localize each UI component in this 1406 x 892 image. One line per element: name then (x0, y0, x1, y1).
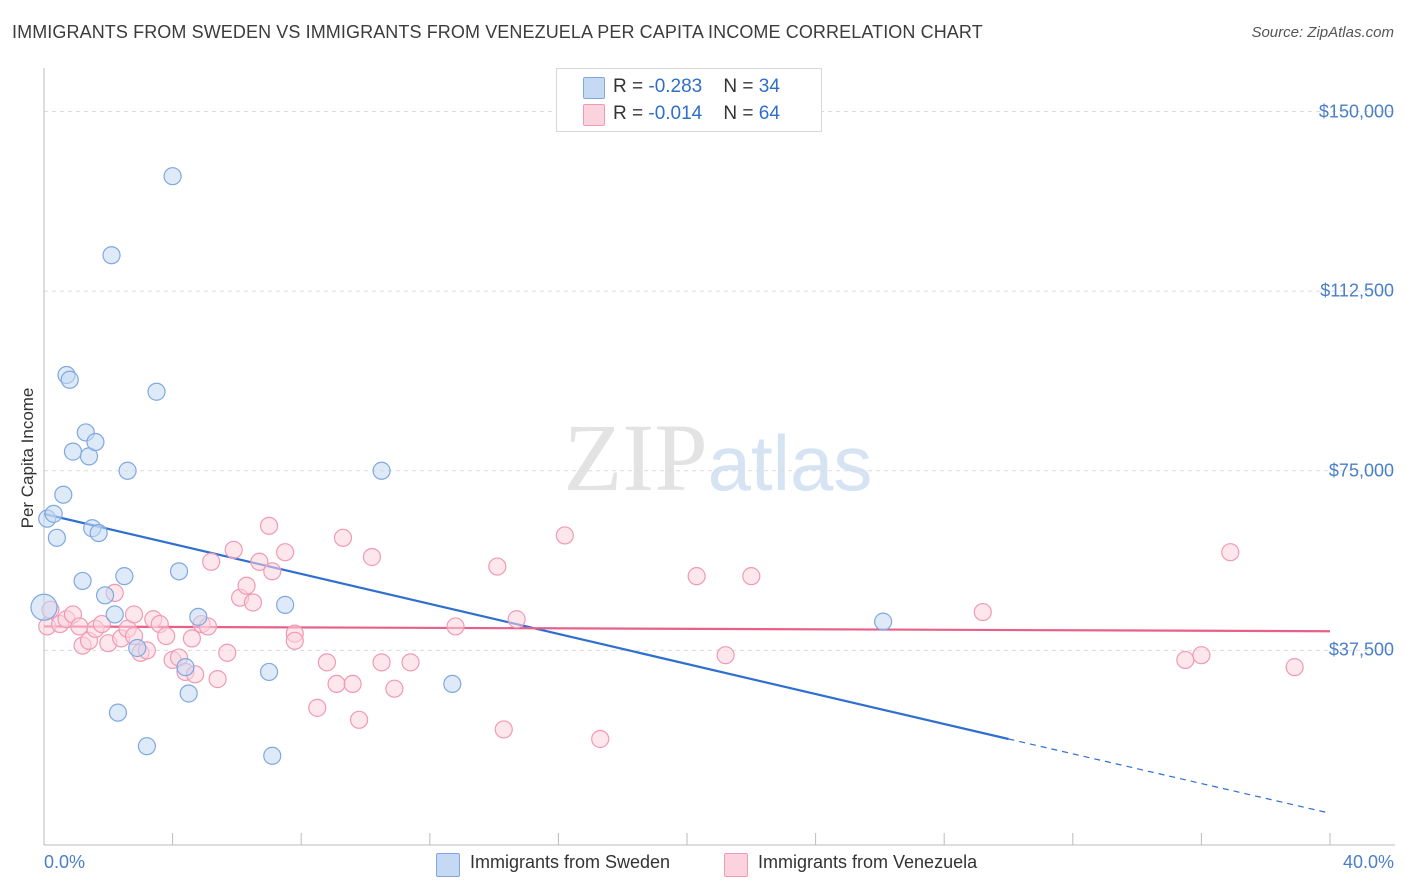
trend-line-1 (43, 625, 1331, 633)
sweden-point (102, 246, 121, 265)
sweden-point (47, 528, 66, 547)
venezuela-point (591, 729, 610, 749)
sweden-point (443, 674, 462, 694)
venezuela-point (124, 605, 144, 624)
sweden-point (95, 586, 115, 605)
venezuela-point (218, 643, 237, 662)
venezuela-point (349, 710, 369, 729)
venezuela-point (1285, 658, 1304, 677)
sweden-point (89, 523, 108, 543)
venezuela-point (157, 626, 176, 646)
sweden-r-value: -0.283 (648, 76, 703, 97)
trend-lines (43, 512, 1331, 814)
chart-title: IMMIGRANTS FROM SWEDEN VS IMMIGRANTS FRO… (12, 22, 983, 42)
venezuela-point (317, 653, 337, 672)
sweden-point (137, 737, 156, 756)
venezuela-point (327, 674, 346, 694)
venezuela-point (555, 526, 574, 545)
sweden-point (179, 684, 198, 703)
sweden-point (276, 595, 295, 614)
sweden-point (163, 167, 182, 186)
sweden-point (372, 461, 391, 480)
venezuela-point (1192, 646, 1211, 665)
trend-line-extension-0 (1008, 738, 1331, 814)
x-tick-min: 0.0% (44, 852, 86, 872)
sweden-point (118, 461, 137, 480)
legend-swatch-venezuela (724, 853, 748, 877)
sweden-point (54, 485, 73, 504)
venezuela-point (401, 653, 420, 672)
venezuela-point (333, 528, 353, 547)
watermark: ZIPatlas (564, 404, 873, 511)
source-credit: Source: ZipAtlas.com (1251, 24, 1394, 41)
sweden-point (169, 562, 189, 581)
sweden-point (189, 607, 208, 626)
grid-lines (44, 111, 1395, 651)
sweden-point (128, 638, 147, 658)
data-points (30, 167, 1304, 765)
venezuela-point (285, 631, 304, 650)
venezuela-point (446, 617, 465, 636)
sweden-point (874, 612, 893, 631)
trend-line-0 (43, 512, 1009, 741)
stats-legend: R = -0.283 N = 34 R = -0.014 N = 64 (556, 68, 822, 132)
venezuela-point (308, 698, 327, 717)
venezuela-point (263, 562, 282, 581)
venezuela-point (973, 602, 992, 622)
sweden-point (115, 567, 134, 586)
sweden-point (176, 658, 195, 677)
sweden-point (44, 504, 63, 523)
sweden-point (263, 746, 282, 765)
venezuela-point (687, 567, 706, 586)
venezuela-point (202, 552, 221, 571)
venezuela-point (92, 614, 111, 634)
venezuela-n-value: 64 (758, 103, 780, 124)
sweden-swatch (583, 77, 605, 99)
y-tick-label: $37,500 (1328, 639, 1394, 660)
sweden-point (147, 382, 166, 401)
venezuela-point (343, 674, 362, 694)
venezuela-point (70, 617, 89, 636)
sweden-point (108, 703, 128, 722)
venezuela-point (250, 552, 269, 571)
venezuela-point (494, 720, 513, 739)
venezuela-point (716, 646, 735, 665)
x-tick-max: 40.0% (1342, 852, 1394, 872)
venezuela-point (385, 679, 404, 698)
venezuela-point (182, 629, 201, 648)
y-tick-label: $150,000 (1318, 101, 1394, 122)
venezuela-point (259, 516, 279, 535)
sweden-point (60, 370, 79, 389)
legend-label-sweden: Immigrants from Sweden (470, 852, 671, 872)
y-tick-label: $112,500 (1320, 280, 1394, 301)
venezuela-point (742, 567, 761, 586)
venezuela-point (1176, 650, 1195, 670)
venezuela-point (488, 557, 507, 576)
venezuela-point (372, 653, 391, 672)
axes (43, 68, 1395, 846)
venezuela-point (507, 610, 526, 629)
sweden-point (259, 662, 279, 682)
sweden-point (30, 593, 58, 621)
venezuela-swatch (583, 104, 605, 126)
venezuela-point (237, 576, 256, 595)
sweden-point (86, 432, 105, 452)
venezuela-point (243, 593, 263, 612)
legend-swatch-sweden (436, 853, 460, 877)
venezuela-r-value: -0.014 (648, 103, 703, 124)
sweden-n-value: 34 (758, 76, 780, 97)
sweden-point (63, 442, 83, 461)
venezuela-point (276, 543, 295, 562)
sweden-point (105, 605, 124, 624)
venezuela-point (224, 540, 243, 559)
y-tick-label: $75,000 (1328, 460, 1394, 481)
sweden-point (73, 571, 92, 591)
venezuela-point (1221, 543, 1240, 562)
venezuela-point (362, 547, 382, 567)
legend-label-venezuela: Immigrants from Venezuela (758, 852, 978, 872)
venezuela-point (208, 670, 227, 689)
